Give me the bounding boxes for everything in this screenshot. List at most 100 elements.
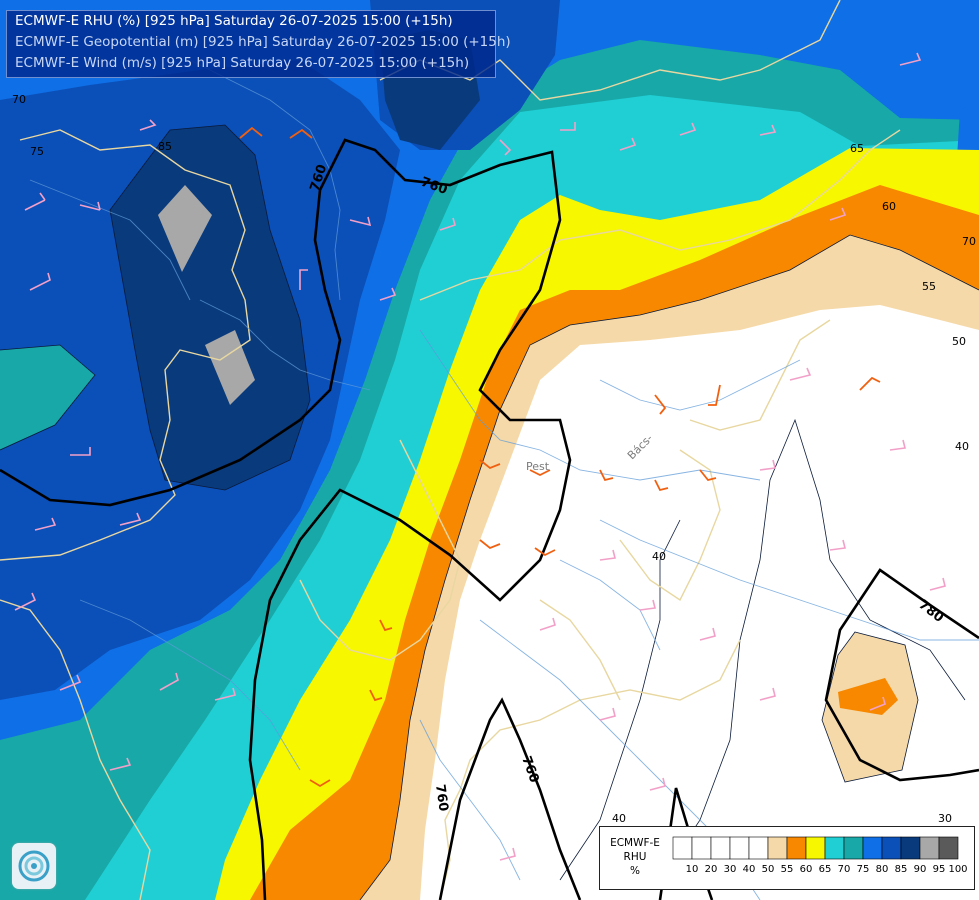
rhu-label: 30 bbox=[938, 812, 952, 825]
wind-barb-icon bbox=[829, 207, 847, 221]
rhu-band-95-b bbox=[205, 330, 255, 405]
legend-tick-label: 90 bbox=[914, 864, 927, 875]
rhu-label: 50 bbox=[952, 335, 966, 348]
legend-tick-label: 40 bbox=[743, 864, 756, 875]
legend-tick-label: 65 bbox=[819, 864, 832, 875]
wind-barb-icon bbox=[929, 577, 946, 591]
wind-barb-icon bbox=[599, 707, 616, 721]
rhu-contour-labels: 70 75 85 65 60 70 55 50 40 40 40 30 bbox=[12, 93, 976, 825]
wind-barb-icon bbox=[29, 272, 51, 291]
wind-barb-icon bbox=[369, 689, 383, 702]
legend-swatch bbox=[672, 836, 693, 860]
place-label-pest: Pest bbox=[526, 460, 550, 473]
rhu-band-95-a bbox=[158, 185, 212, 272]
legend-swatch bbox=[805, 836, 826, 860]
rhu-cell-60 bbox=[838, 678, 898, 715]
wind-barb-icon bbox=[479, 459, 501, 470]
legend-tick-label: 95 bbox=[933, 864, 946, 875]
rhu-label: 70 bbox=[12, 93, 26, 106]
wind-barb-icon bbox=[349, 216, 372, 227]
rhu-legend: ECMWF-E RHU % 10 20 30 40 50 55 60 65 70 75 80 85 90… bbox=[599, 826, 975, 890]
wind-barb-icon bbox=[119, 512, 142, 526]
wind-barb-icon bbox=[499, 847, 516, 861]
wind-barb-icon bbox=[379, 287, 397, 301]
legend-swatch bbox=[881, 836, 902, 860]
wind-barb-icon bbox=[309, 779, 331, 788]
wind-barb-icon bbox=[829, 539, 846, 551]
geopotential-label: 760 bbox=[432, 783, 451, 812]
legend-swatch bbox=[729, 836, 750, 860]
legend-tick-label: 55 bbox=[781, 864, 794, 875]
wind-barb-icon bbox=[708, 384, 721, 406]
rhu-label: 85 bbox=[158, 140, 172, 153]
wind-barb-icon bbox=[299, 269, 308, 290]
title-rhu: ECMWF-E RHU (%) [925 hPa] Saturday 26-07… bbox=[15, 13, 453, 29]
wind-barb-icon bbox=[70, 447, 91, 456]
wind-barb-icon bbox=[14, 592, 37, 611]
rhu-label: 40 bbox=[955, 440, 969, 453]
legend-swatch bbox=[843, 836, 864, 860]
legend-title-line: % bbox=[630, 865, 640, 877]
legend-title: ECMWF-E RHU % bbox=[604, 836, 666, 878]
wind-barb-icon bbox=[534, 547, 556, 557]
rhu-band-75-west bbox=[0, 345, 95, 450]
legend-tick-label: 100 bbox=[948, 864, 967, 875]
wind-barb-icon bbox=[654, 394, 667, 415]
title-wind: ECMWF-E Wind (m/s) [925 hPa] Saturday 26… bbox=[15, 55, 470, 71]
wind-barb-icon bbox=[24, 192, 46, 211]
borders bbox=[0, 0, 901, 900]
wind-barb-icon bbox=[869, 696, 886, 711]
title-box: ECMWF-E RHU (%) [925 hPa] Saturday 26-07… bbox=[6, 10, 511, 78]
legend-swatch bbox=[862, 836, 883, 860]
wind-barb-icon bbox=[479, 539, 501, 550]
wind-barb-icon bbox=[239, 126, 263, 139]
wind-barb-icon bbox=[539, 617, 556, 631]
wind-barb-icon bbox=[529, 469, 551, 477]
rhu-label: 55 bbox=[922, 280, 936, 293]
wind-barb-icon bbox=[79, 201, 101, 211]
legend-tick-label: 60 bbox=[800, 864, 813, 875]
legend-title-line: RHU bbox=[623, 851, 647, 863]
wind-barb-icon bbox=[889, 439, 906, 451]
wind-barb-icon bbox=[859, 376, 881, 391]
legend-tick-label: 20 bbox=[705, 864, 718, 875]
legend-tick-label: 80 bbox=[876, 864, 889, 875]
wind-barb-icon bbox=[619, 137, 637, 151]
wind-barb-icon bbox=[214, 687, 236, 701]
wind-barb-icon bbox=[699, 627, 716, 641]
wind-barb-icon bbox=[654, 479, 669, 492]
wind-barb-icon bbox=[599, 549, 616, 561]
wind-barb-icon bbox=[789, 367, 812, 381]
ecmwf-logo-icon bbox=[12, 843, 56, 889]
wind-barb-icon bbox=[59, 674, 82, 691]
wind-barbs-strong bbox=[239, 126, 881, 788]
legend-swatch bbox=[824, 836, 845, 860]
wind-barb-icon bbox=[679, 122, 697, 136]
wind-barb-icon bbox=[379, 619, 393, 632]
legend-swatch bbox=[786, 836, 807, 860]
wind-barb-icon bbox=[699, 469, 717, 482]
wind-barb-icon bbox=[159, 672, 179, 691]
rivers bbox=[29, 59, 979, 900]
legend-tick-label: 75 bbox=[857, 864, 870, 875]
wind-barbs bbox=[14, 52, 946, 861]
wind-barb-icon bbox=[139, 119, 157, 131]
wind-barb-icon bbox=[759, 459, 776, 471]
legend-tick-label: 50 bbox=[762, 864, 775, 875]
legend-swatch bbox=[710, 836, 731, 860]
wind-barb-icon bbox=[599, 469, 614, 482]
rhu-label: 75 bbox=[30, 145, 44, 158]
legend-swatch bbox=[919, 836, 940, 860]
rhu-label: 40 bbox=[652, 550, 666, 563]
rhu-label: 40 bbox=[612, 812, 626, 825]
legend-swatch bbox=[748, 836, 769, 860]
title-geopotential: ECMWF-E Geopotential (m) [925 hPa] Satur… bbox=[15, 34, 511, 50]
wind-barb-icon bbox=[289, 128, 313, 139]
legend-tick-label: 10 bbox=[686, 864, 699, 875]
legend-swatch bbox=[691, 836, 712, 860]
wind-barb-icon bbox=[759, 687, 776, 701]
rhu-label: 60 bbox=[882, 200, 896, 213]
legend-swatch bbox=[938, 836, 959, 860]
legend-tick-label: 70 bbox=[838, 864, 851, 875]
wind-barb-icon bbox=[34, 517, 57, 531]
